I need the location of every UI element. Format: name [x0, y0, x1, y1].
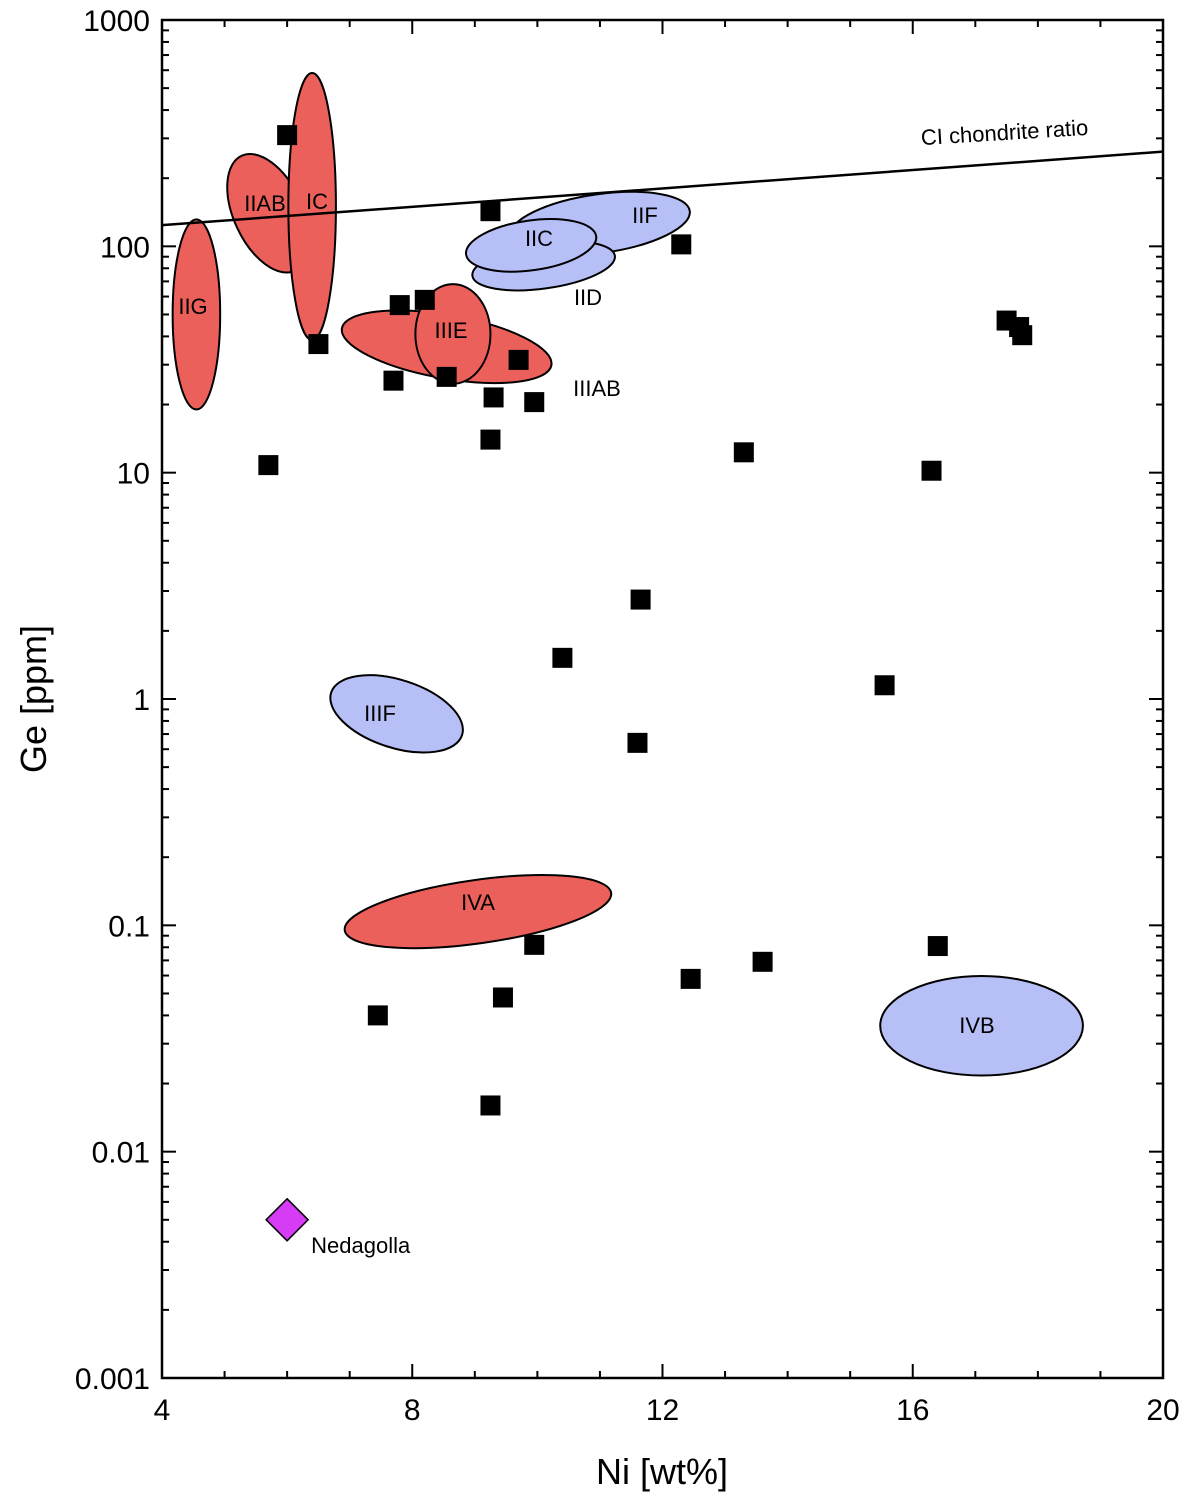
x-tick-label: 4 [154, 1394, 171, 1427]
data-point [308, 334, 329, 355]
y-tick-label: 0.1 [108, 910, 150, 943]
data-point [524, 392, 545, 413]
ci-chondrite-line [162, 150, 1163, 227]
region-label-iid: IID [574, 285, 602, 310]
region-label-iif: IIF [632, 203, 658, 228]
region-labels-layer: IIAB IC IIG IIIAB IIIE IVA IIF IID IIC IIIF IVB CI … [178, 115, 1089, 1258]
data-point [383, 370, 404, 391]
y-tick-label: 1000 [83, 5, 150, 38]
data-point [480, 429, 501, 450]
y-tick-label: 10 [117, 458, 150, 491]
data-point [480, 1095, 501, 1116]
x-tick-label: 20 [1146, 1394, 1179, 1427]
region-label-iiab: IIAB [244, 191, 286, 216]
region-ivb [879, 974, 1084, 1077]
region-label-iva: IVA [461, 890, 495, 915]
x-axis-title: Ni [wt%] [596, 1451, 728, 1492]
data-point [921, 460, 942, 481]
data-point [927, 936, 948, 957]
data-point [436, 366, 457, 387]
data-point [508, 349, 529, 370]
ci-chondrite-label: CI chondrite ratio [920, 115, 1089, 150]
data-point [367, 1005, 388, 1026]
data-point [874, 675, 895, 696]
data-point [483, 387, 504, 408]
region-label-iig: IIG [178, 294, 207, 319]
region-label-iiiab: IIIAB [573, 376, 621, 401]
x-tick-label: 16 [896, 1394, 929, 1427]
data-point [492, 987, 513, 1008]
region-layer [171, 71, 1084, 1077]
data-point [480, 201, 501, 222]
region-label-iiie: IIIE [434, 318, 467, 343]
data-point [627, 732, 648, 753]
data-point [733, 442, 754, 463]
y-tick-label: 100 [100, 231, 150, 264]
x-tick-label: 8 [404, 1394, 421, 1427]
y-tick-label: 1 [133, 684, 150, 717]
nedagolla-marker [265, 1197, 310, 1242]
data-point [671, 234, 692, 255]
region-label-ivb: IVB [959, 1013, 994, 1038]
points-layer [258, 125, 1033, 1242]
x-tick-label: 12 [646, 1394, 679, 1427]
nedagolla-label: Nedagolla [311, 1233, 411, 1258]
data-point [277, 125, 298, 146]
reference-line-layer [162, 150, 1163, 227]
region-iic [464, 218, 598, 273]
region-label-ic: IC [306, 189, 328, 214]
data-point [680, 968, 701, 989]
y-tick-label: 0.001 [75, 1363, 150, 1396]
region-label-iic: IIC [525, 226, 553, 251]
region-iig [171, 218, 222, 411]
data-point [752, 951, 773, 972]
data-point [552, 647, 573, 668]
region-iiif [329, 674, 464, 754]
data-point [524, 934, 545, 955]
data-point [389, 295, 410, 316]
data-point [414, 289, 435, 310]
data-point [630, 589, 651, 610]
ticks-layer: 4 8 12 16 20 0.001 0.01 0.1 1 10 100 1000 [75, 5, 1180, 1427]
y-tick-label: 0.01 [92, 1137, 150, 1170]
y-axis-title: Ge [ppm] [13, 625, 54, 773]
data-point [1012, 325, 1033, 346]
region-label-iiif: IIIF [364, 701, 396, 726]
region-iva [343, 874, 613, 950]
data-point [258, 455, 279, 476]
